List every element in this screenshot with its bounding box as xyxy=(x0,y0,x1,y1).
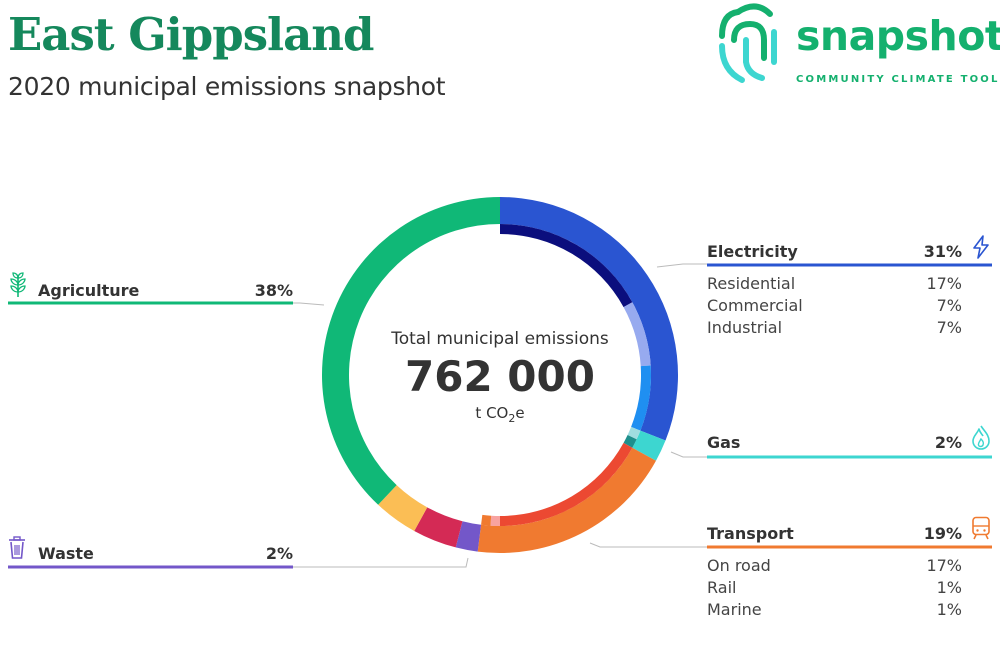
snapshot-logo: snapshot COMMUNITY CLIMATE TOOL xyxy=(716,0,1000,90)
slice-other-2 xyxy=(378,485,428,531)
logo-tagline: COMMUNITY CLIMATE TOOL xyxy=(796,74,1000,85)
fingerprint-icon xyxy=(719,3,777,83)
slice-agriculture xyxy=(321,197,500,505)
center-total-value: 762 000 xyxy=(405,352,595,401)
outer-ring xyxy=(321,197,679,553)
lightning-icon xyxy=(973,235,989,259)
waste-label: Waste xyxy=(38,544,94,563)
sub-commercial-label: Commercial xyxy=(707,296,803,315)
sub-onroad-label: On road xyxy=(707,556,771,575)
sub-commercial-pct: 7% xyxy=(936,296,962,315)
unit-subscript: 2 xyxy=(508,412,516,425)
page-subtitle: 2020 municipal emissions snapshot xyxy=(8,72,446,101)
gas-label: Gas xyxy=(707,433,741,452)
waste-pct: 2% xyxy=(265,544,293,563)
slice-electricity xyxy=(500,197,679,441)
unit-prefix: t CO xyxy=(475,404,509,422)
slice-industrial xyxy=(631,365,651,431)
transport-pct: 19% xyxy=(923,524,962,543)
electricity-pct: 31% xyxy=(923,242,962,261)
sub-onroad-pct: 17% xyxy=(926,556,962,575)
leader-lines xyxy=(8,263,992,569)
slice-commercial xyxy=(623,302,651,367)
agriculture-pct: 38% xyxy=(254,281,293,300)
center-unit: t CO2e xyxy=(475,404,524,425)
unit-suffix: e xyxy=(515,404,525,422)
trash-icon xyxy=(9,536,25,559)
sub-marine-label: Marine xyxy=(707,600,762,619)
slice-rail xyxy=(490,515,500,526)
slice-gas-inner-2 xyxy=(623,435,637,448)
sub-marine-pct: 1% xyxy=(936,600,962,619)
slice-transport xyxy=(477,447,656,553)
slice-gas xyxy=(632,430,666,461)
transport-label: Transport xyxy=(707,524,794,543)
train-icon xyxy=(972,516,990,540)
sub-residential-pct: 17% xyxy=(926,274,962,293)
slice-marine xyxy=(481,514,492,526)
center-label: Total municipal emissions xyxy=(391,329,609,349)
logo-wordmark: snapshot xyxy=(796,12,1000,60)
electricity-label: Electricity xyxy=(707,242,798,261)
gas-pct: 2% xyxy=(934,433,962,452)
agriculture-label: Agriculture xyxy=(38,281,140,300)
sub-industrial-pct: 7% xyxy=(936,318,962,337)
slice-gas-inner xyxy=(627,426,641,440)
flame-icon xyxy=(972,425,990,450)
slice-on-road xyxy=(500,442,633,526)
inner-ring xyxy=(481,224,651,526)
sub-residential-label: Residential xyxy=(707,274,796,293)
sub-industrial-label: Industrial xyxy=(707,318,783,337)
slice-residential xyxy=(500,224,633,308)
slice-other-1 xyxy=(414,507,463,548)
page-title: East Gippsland xyxy=(8,8,374,61)
slice-waste xyxy=(455,521,482,552)
sub-rail-label: Rail xyxy=(707,578,737,597)
sub-rail-pct: 1% xyxy=(936,578,962,597)
wheat-icon xyxy=(10,272,26,297)
